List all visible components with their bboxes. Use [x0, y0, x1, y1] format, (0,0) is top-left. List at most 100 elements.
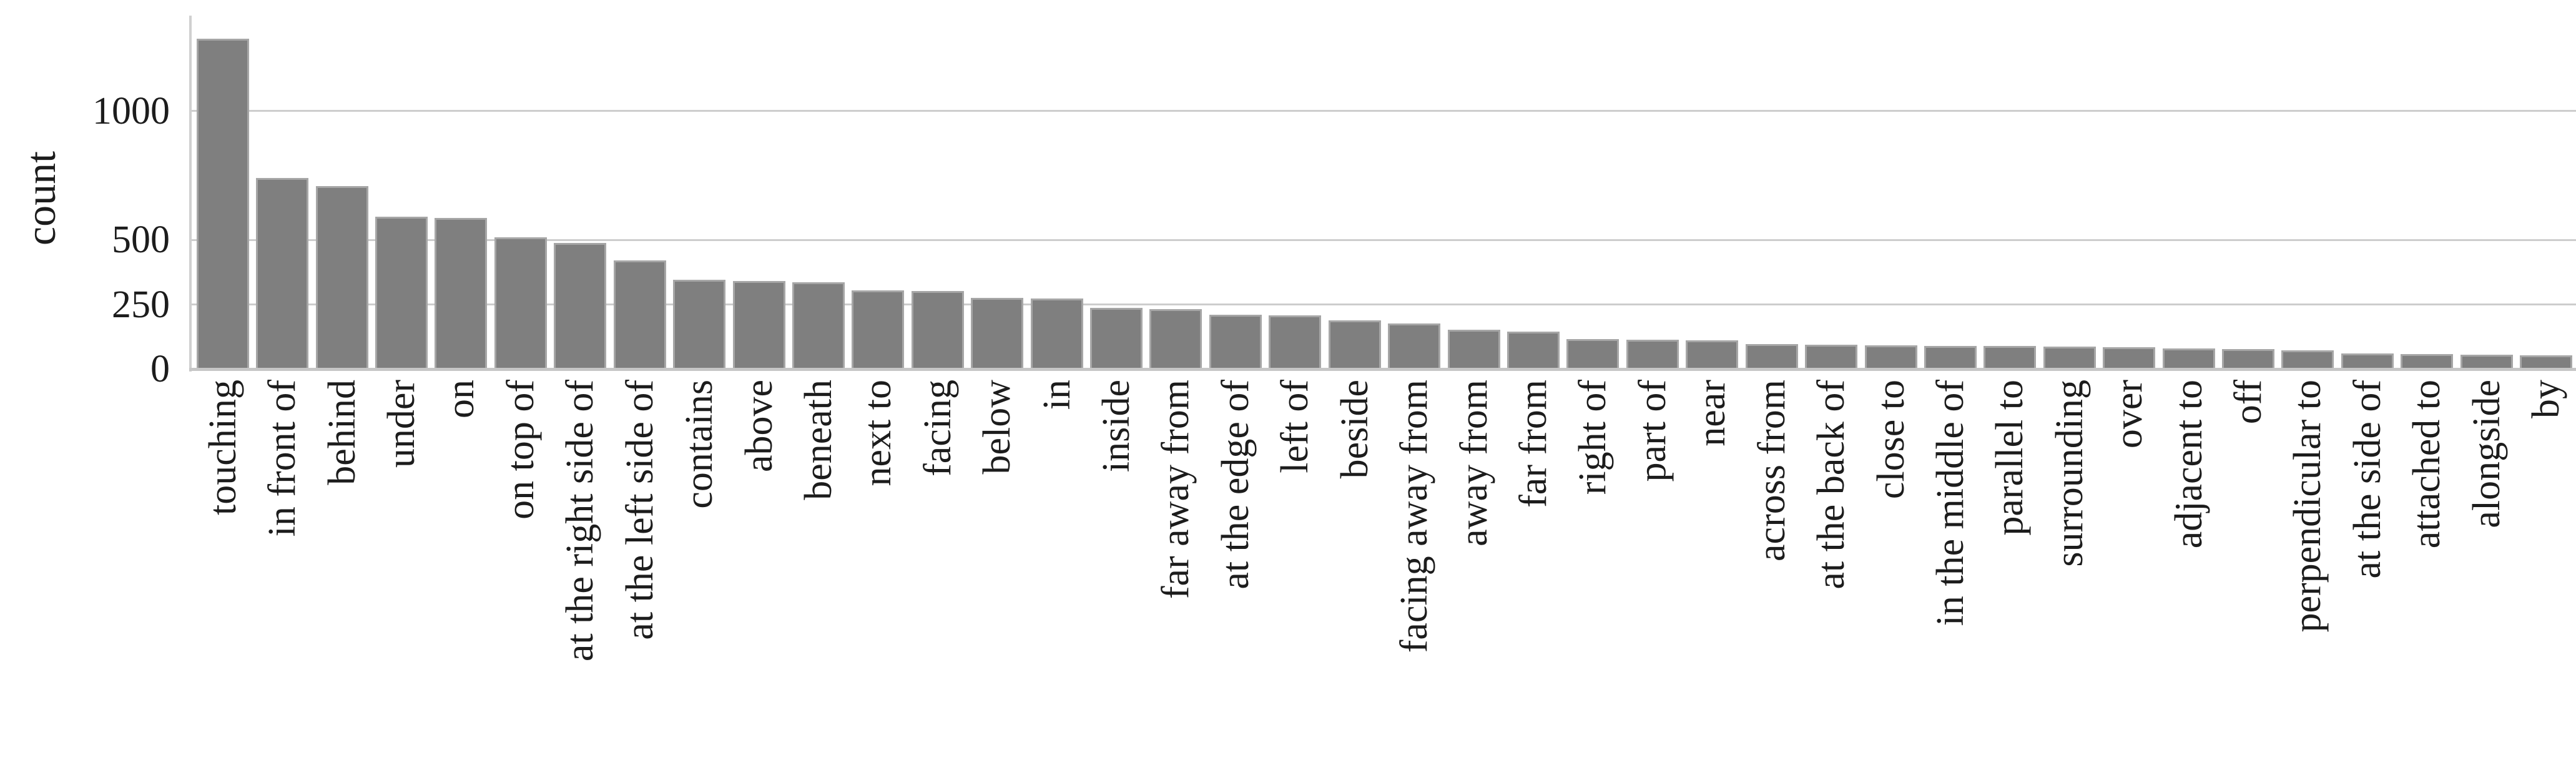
x-tick-label-off: off — [2227, 380, 2270, 425]
bar-at-the-left-side-of — [613, 260, 666, 369]
x-tick-label-on-top-of: on top of — [499, 380, 542, 520]
bar-facing-away-from — [1388, 323, 1441, 369]
x-tick-label-perpendicular-to: perpendicular to — [2286, 380, 2329, 633]
x-tick-slot: inside — [1086, 380, 1146, 472]
bar-parallel-to — [1984, 346, 2037, 369]
bar-slot — [252, 16, 312, 369]
gridline-500 — [190, 239, 2576, 241]
bar-alongside — [2460, 355, 2513, 369]
bar-attached-to — [2401, 354, 2454, 369]
bar-left-of — [1269, 315, 1322, 369]
plot-area — [193, 16, 2576, 369]
bar-slot — [1920, 16, 1980, 369]
bar-slot — [1146, 16, 1206, 369]
bar-near — [1686, 340, 1739, 369]
x-tick-slot: close to — [1861, 380, 1920, 499]
bar-slot — [967, 16, 1026, 369]
x-tick-slot: right of — [1563, 380, 1623, 495]
bar-slot — [1444, 16, 1503, 369]
x-tick-slot: at the edge of — [1206, 380, 1265, 590]
bar-slot — [1266, 16, 1325, 369]
bar-slot — [1325, 16, 1384, 369]
x-tick-label-by: by — [2525, 380, 2568, 418]
x-tick-label-right-of: right of — [1571, 380, 1615, 495]
x-tick-slot: alongside — [2457, 380, 2516, 528]
bar-slot — [2218, 16, 2278, 369]
x-tick-label-far-away-from: far away from — [1154, 380, 1197, 600]
x-tick-label-above: above — [737, 380, 780, 473]
x-tick-slot: below — [967, 380, 1026, 475]
x-tick-slot: in the middle of — [1920, 380, 1980, 626]
bar-slot — [610, 16, 669, 369]
bar-away-from — [1447, 330, 1500, 369]
x-tick-label-beside: beside — [1333, 380, 1376, 479]
y-axis-title: count — [17, 151, 64, 246]
x-tick-slot: attached to — [2397, 380, 2457, 548]
bar-slot — [1206, 16, 1265, 369]
x-tick-label-at-the-side-of: at the side of — [2346, 380, 2389, 579]
bar-slot — [2457, 16, 2516, 369]
bar-slot — [2100, 16, 2159, 369]
x-tick-slot: perpendicular to — [2278, 380, 2338, 633]
bar-slot — [491, 16, 550, 369]
bar-slot — [1980, 16, 2040, 369]
x-tick-slot: behind — [312, 380, 371, 485]
x-tick-label-beneath: beneath — [797, 380, 840, 500]
bar-perpendicular-to — [2281, 350, 2334, 369]
x-tick-label-below: below — [976, 380, 1019, 475]
bar-at-the-back-of — [1805, 345, 1858, 369]
x-tick-slot: left of — [1266, 380, 1325, 473]
x-tick-slot: facing away from — [1384, 380, 1443, 653]
x-tick-label-far-from: far from — [1512, 380, 1555, 508]
x-tick-slot: surrounding — [2040, 380, 2099, 567]
x-tick-label-attached-to: attached to — [2406, 380, 2449, 549]
bar-close-to — [1864, 345, 1917, 369]
x-tick-slot: beneath — [789, 380, 848, 500]
bar-slot — [1563, 16, 1623, 369]
x-tick-label-contains: contains — [678, 380, 721, 509]
y-axis-spine — [189, 16, 192, 372]
bar-slot — [431, 16, 491, 369]
x-tick-slot: on — [431, 380, 491, 418]
x-tick-label-behind: behind — [320, 380, 363, 485]
bar-on — [435, 218, 488, 369]
x-tick-slot: under — [371, 380, 431, 468]
bar-over — [2103, 347, 2156, 369]
x-tick-slot: at the right side of — [551, 380, 610, 661]
x-tick-slot: at the left side of — [610, 380, 669, 640]
x-tick-slot: near — [1683, 380, 1742, 447]
bar-in-the-middle-of — [1924, 346, 1977, 369]
x-tick-label-across-from: across from — [1750, 380, 1793, 561]
bar-on-top-of — [494, 237, 547, 369]
y-tick-label-1000: 1000 — [92, 89, 170, 132]
bar-slot — [312, 16, 371, 369]
bar-behind — [315, 186, 368, 369]
bar-slot — [551, 16, 610, 369]
x-tick-slot: next to — [848, 380, 908, 486]
bar-by — [2520, 355, 2573, 369]
bar-at-the-right-side-of — [554, 243, 607, 369]
bar-in-front-of — [256, 178, 309, 369]
x-tick-label-close-to: close to — [1869, 380, 1912, 500]
bar-slot — [1503, 16, 1563, 369]
x-tick-slot: contains — [669, 380, 729, 509]
bar-below — [971, 298, 1024, 369]
bar-slot — [2516, 16, 2575, 369]
x-tick-label-near: near — [1691, 380, 1734, 447]
x-tick-slot: far away from — [1146, 380, 1206, 599]
bar-beneath — [792, 282, 845, 369]
x-tick-label-left-of: left of — [1274, 380, 1317, 473]
x-tick-slot: parallel to — [1980, 380, 2040, 536]
bar-slot — [729, 16, 789, 369]
x-tick-slot: touching — [193, 380, 252, 515]
x-tick-label-over: over — [2108, 380, 2151, 449]
x-tick-slot: by — [2516, 380, 2575, 418]
bar-at-the-edge-of — [1209, 315, 1262, 369]
x-tick-slot: beside — [1325, 380, 1384, 478]
x-tick-slot: in front of — [252, 380, 312, 536]
x-tick-slot: facing — [908, 380, 967, 476]
bar-slot — [2040, 16, 2099, 369]
bar-at-the-side-of — [2341, 353, 2394, 369]
x-tick-label-facing: facing — [916, 380, 959, 476]
